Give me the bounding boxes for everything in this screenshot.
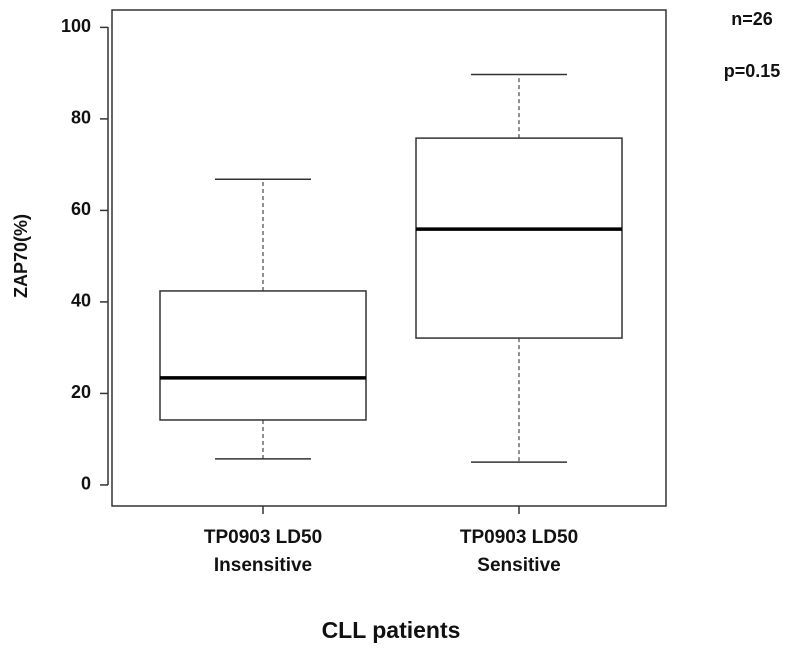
x-tick-label: Insensitive	[214, 555, 312, 576]
annotation: n=26	[731, 9, 773, 29]
x-tick-label: Sensitive	[477, 555, 560, 576]
y-axis-title: ZAP70(%)	[11, 214, 31, 298]
y-tick-label: 100	[61, 16, 91, 36]
annotation: p=0.15	[724, 61, 781, 81]
box	[159, 290, 367, 421]
y-tick-label: 80	[71, 108, 91, 128]
y-tick-label: 20	[71, 382, 91, 402]
x-axis-title: CLL patients	[322, 617, 461, 643]
x-tick-label: TP0903 LD50	[204, 527, 322, 548]
y-tick-label: 0	[81, 474, 91, 494]
plot-frame	[111, 9, 667, 507]
y-tick-label: 60	[71, 199, 91, 219]
y-tick-label: 40	[71, 291, 91, 311]
box	[415, 137, 623, 339]
x-tick-label: TP0903 LD50	[460, 527, 578, 548]
